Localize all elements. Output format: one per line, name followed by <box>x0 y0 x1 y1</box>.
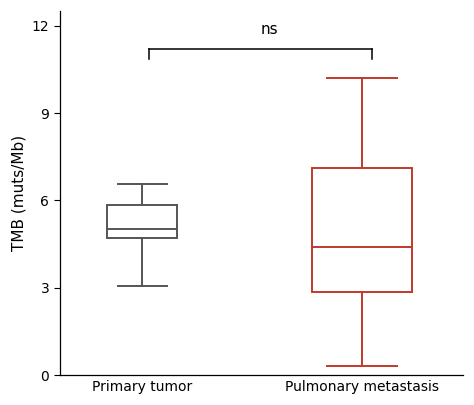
Text: ns: ns <box>261 22 279 37</box>
Y-axis label: TMB (muts/Mb): TMB (muts/Mb) <box>11 135 26 251</box>
Bar <box>312 168 412 292</box>
Bar <box>107 205 177 238</box>
